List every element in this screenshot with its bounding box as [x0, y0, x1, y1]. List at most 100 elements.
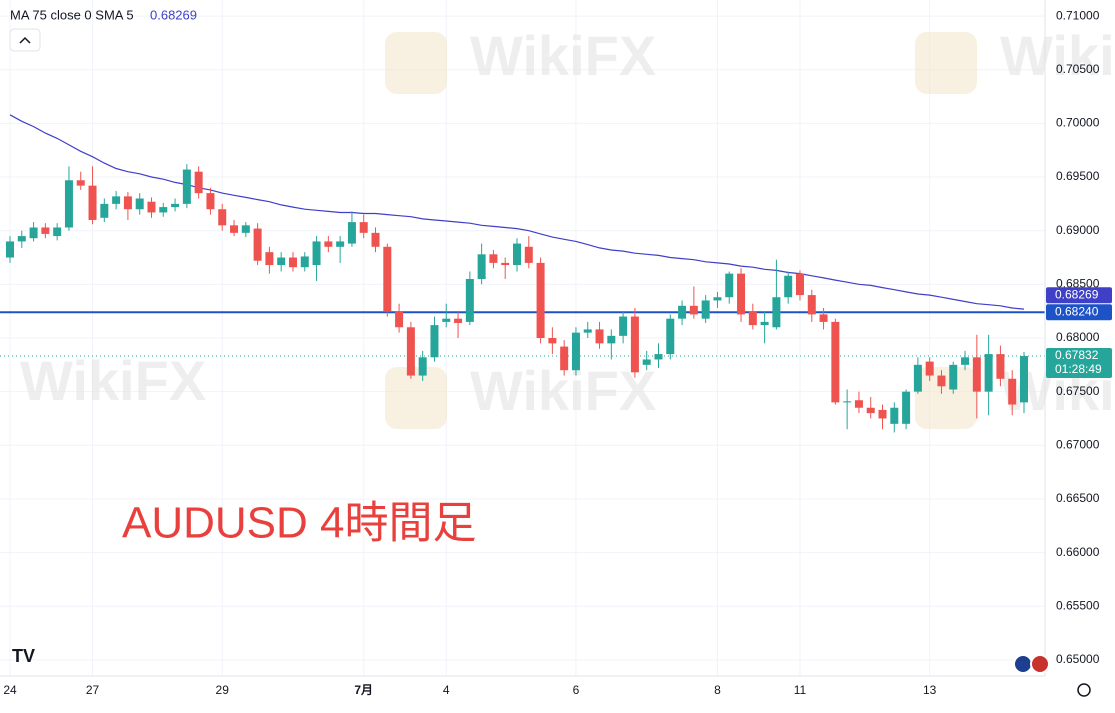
candle-body [112, 196, 121, 204]
ma-price-label-box [1046, 287, 1112, 304]
candle-body [1008, 378, 1017, 405]
candle-body [560, 346, 569, 371]
last-price-box [1046, 348, 1112, 379]
x-tick-label: 6 [573, 683, 580, 697]
candle-body [807, 295, 816, 315]
tv-logo: TV [12, 646, 35, 666]
candle-body [571, 332, 580, 371]
y-tick-label: 0.70000 [1056, 116, 1100, 130]
candle-body [501, 262, 510, 266]
candle-body [100, 203, 109, 218]
candle-body [465, 278, 474, 322]
candle-body [536, 262, 545, 338]
candle-body [206, 193, 215, 210]
candle-body [996, 354, 1005, 379]
grid [0, 0, 1045, 676]
candle-body [843, 401, 852, 403]
hline-price-label: 0.68240 [1055, 304, 1099, 318]
candle-body [866, 407, 875, 414]
y-tick-label: 0.66500 [1056, 491, 1100, 505]
candle-body [41, 227, 50, 234]
settings-icon[interactable] [1077, 683, 1091, 697]
candle-body [831, 321, 840, 403]
candle-body [454, 318, 463, 323]
x-tick-label: 13 [923, 683, 937, 697]
candle-body [524, 246, 533, 263]
candle-body [253, 228, 262, 261]
candle-body [878, 409, 887, 419]
candle-body [371, 232, 380, 247]
y-tick-label: 0.67000 [1056, 437, 1100, 451]
candle-body [972, 357, 981, 392]
flag-us [1030, 654, 1050, 674]
candle-body [619, 316, 628, 336]
candle-body [430, 325, 439, 358]
x-tick-label: 4 [443, 683, 450, 697]
x-tick-label: 24 [3, 683, 17, 697]
candle-body [288, 257, 297, 268]
candle-body [630, 316, 639, 373]
candle-body [383, 246, 392, 312]
candle-body [489, 254, 498, 263]
candle-body [760, 321, 769, 326]
candle-body [277, 257, 286, 266]
hline-price-label-box [1046, 304, 1112, 321]
candle-body [984, 354, 993, 392]
last-price-label: 0.67832 [1055, 348, 1099, 362]
candle-body [406, 327, 415, 376]
candle-body [737, 273, 746, 315]
candle-body [784, 275, 793, 298]
y-tick-label: 0.65000 [1056, 652, 1100, 666]
ma-price-label: 0.68269 [1055, 287, 1099, 301]
candle-body [53, 227, 62, 237]
y-tick-label: 0.66000 [1056, 545, 1100, 559]
candle-body [336, 241, 345, 247]
countdown-label: 01:28:49 [1055, 362, 1102, 376]
candle-body [218, 209, 227, 226]
watermark: WikiFX [1000, 24, 1115, 87]
candle-body [64, 180, 73, 228]
candle-body [854, 400, 863, 408]
y-tick-label: 0.67500 [1056, 384, 1100, 398]
x-tick-label: 7月 [354, 683, 373, 697]
candle-body [230, 225, 239, 233]
y-tick-label: 0.68500 [1056, 277, 1100, 291]
candle-body [324, 241, 333, 247]
flag-au [1013, 654, 1033, 674]
candle-body [913, 364, 922, 392]
candle-body [902, 391, 911, 424]
x-tick-label: 8 [714, 683, 721, 697]
candle-body [1020, 356, 1028, 403]
candle-body [748, 311, 757, 326]
x-tick-label: 27 [86, 683, 100, 697]
candle-body [241, 225, 250, 233]
indicator-value: 0.68269 [150, 7, 197, 22]
x-tick-label: 11 [794, 683, 807, 697]
candle-body [890, 407, 899, 424]
candle-body [300, 256, 309, 268]
y-tick-label: 0.71000 [1056, 8, 1100, 22]
candle-body [725, 273, 734, 298]
candle-body [123, 196, 132, 210]
collapse-button[interactable] [9, 28, 41, 52]
candle-body [548, 338, 557, 344]
candle-body [395, 311, 404, 328]
y-tick-label: 0.70500 [1056, 62, 1100, 76]
y-tick-label: 0.68000 [1056, 330, 1100, 344]
candle-body [477, 254, 486, 279]
candle-body [678, 305, 687, 319]
candle-body [171, 203, 180, 208]
indicator-label: MA 75 close 0 SMA 5 [10, 7, 134, 22]
candle-body [6, 241, 14, 258]
ma-line [9, 114, 1025, 310]
candle-body [595, 329, 604, 344]
candle-body [194, 171, 203, 194]
candle-body [607, 335, 616, 344]
watermark-logo [915, 367, 977, 429]
candle-body [442, 318, 451, 322]
plot [0, 114, 1045, 433]
candle-body [666, 318, 675, 355]
x-tick-label: 29 [216, 683, 230, 697]
